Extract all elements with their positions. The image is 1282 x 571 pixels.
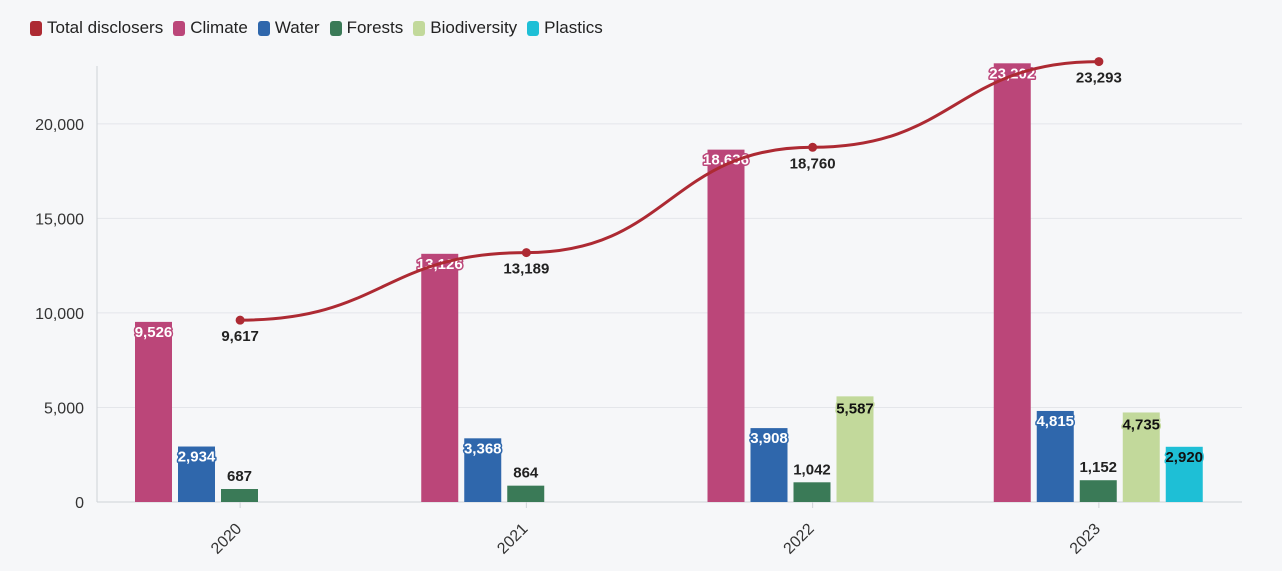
legend-swatch-climate (173, 20, 186, 36)
bar-climate-2021 (421, 253, 459, 502)
y-tick-label: 15,000 (35, 211, 84, 228)
chart-legend: Total disclosers Climate Water Forests B… (30, 18, 603, 38)
legend-item-total-disclosers[interactable]: Total disclosers (30, 18, 163, 38)
bar-plastics-2023 (1165, 446, 1203, 502)
data-label-water-2020: 2,934 (178, 449, 216, 466)
legend-item-biodiversity[interactable]: Biodiversity (413, 18, 517, 38)
legend-item-climate[interactable]: Climate (173, 18, 248, 38)
line-total-disclosers (240, 60, 1099, 322)
data-label-total-disclosers-2020: 9,617 (221, 328, 259, 345)
x-tick-label-2021: 2021 (494, 520, 531, 557)
point-total-disclosers-2022 (808, 142, 818, 152)
data-label-total-disclosers-2021: 13,189 (503, 261, 549, 278)
legend-label-plastics: Plastics (544, 18, 603, 37)
bar-water-2020 (178, 446, 215, 502)
bar-forests-2020 (221, 489, 258, 502)
bar-climate-2022 (707, 149, 745, 502)
point-total-disclosers-2020 (235, 315, 245, 325)
legend-item-forests[interactable]: Forests (329, 18, 404, 38)
data-label-total-disclosers-2022: 18,760 (790, 155, 836, 172)
legend-label-water: Water (274, 18, 320, 37)
legend-label-climate: Climate (190, 18, 248, 37)
bar-water-2023 (1036, 410, 1074, 502)
point-total-disclosers-2023 (1094, 57, 1104, 67)
y-tick-label: 0 (75, 495, 84, 512)
x-tick-label-2023: 2023 (1067, 520, 1104, 557)
data-label-forests-2020: 687 (227, 468, 252, 485)
bar-biodiversity-2023 (1122, 412, 1160, 502)
data-label-plastics-2023: 2,920 (1165, 449, 1203, 466)
data-label-forests-2023: 1,152 (1079, 459, 1117, 476)
legend-label-biodiversity: Biodiversity (430, 18, 518, 37)
data-label-biodiversity-2022: 5,587 (836, 400, 874, 417)
data-label-water-2021: 3,368 (464, 440, 502, 457)
legend-swatch-total-disclosers (30, 20, 42, 36)
legend-swatch-plastics (527, 20, 540, 36)
legend-item-water[interactable]: Water (257, 18, 320, 38)
bar-water-2022 (750, 428, 788, 502)
bar-forests-2023 (1079, 480, 1117, 502)
y-tick-label: 5,000 (44, 400, 84, 417)
data-label-biodiversity-2023: 4,735 (1122, 416, 1160, 433)
data-label-water-2022: 3,908 (750, 430, 788, 447)
data-label-water-2023: 4,815 (1036, 413, 1074, 430)
data-label-forests-2021: 864 (513, 465, 539, 482)
y-tick-label: 10,000 (35, 306, 84, 323)
bar-forests-2021 (507, 485, 545, 502)
data-label-climate-2022: 18,636 (703, 152, 749, 169)
data-label-climate-2023: 23,202 (989, 65, 1035, 82)
point-total-disclosers-2021 (521, 248, 531, 258)
bar-biodiversity-2022 (836, 396, 874, 502)
bar-climate-2020 (135, 321, 172, 502)
legend-swatch-biodiversity (413, 20, 426, 36)
x-tick-label-2020: 2020 (208, 520, 245, 557)
x-tick-label-2022: 2022 (781, 520, 818, 557)
legend-label-total-disclosers: Total disclosers (47, 18, 164, 37)
data-label-climate-2020: 9,526 (135, 324, 173, 341)
legend-item-plastics[interactable]: Plastics (527, 18, 603, 38)
bar-climate-2023 (993, 63, 1031, 502)
legend-swatch-forests (329, 20, 342, 36)
bar-water-2021 (464, 438, 502, 502)
legend-swatch-water (257, 20, 270, 36)
y-tick-label: 20,000 (35, 117, 84, 134)
bar-forests-2022 (793, 482, 831, 502)
legend-label-forests: Forests (346, 18, 404, 37)
data-label-total-disclosers-2023: 23,293 (1076, 70, 1122, 87)
data-label-forests-2022: 1,042 (793, 461, 831, 478)
